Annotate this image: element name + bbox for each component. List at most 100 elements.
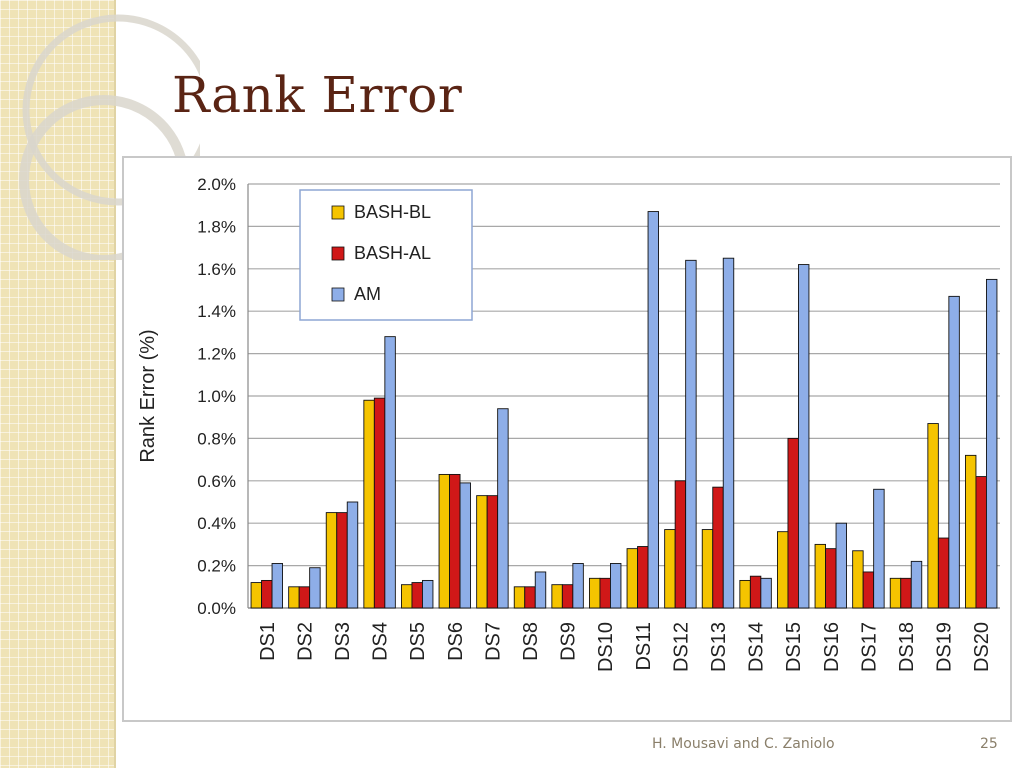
bar-am-ds20 bbox=[986, 278, 998, 609]
x-tick-label: DS7 bbox=[482, 622, 504, 661]
x-tick-label: DS9 bbox=[558, 622, 580, 661]
bar-bash-al-ds8 bbox=[524, 586, 536, 609]
bar-bash-bl-ds12 bbox=[664, 529, 676, 609]
bar-am-ds3 bbox=[346, 501, 359, 609]
bar-bash-al-ds20 bbox=[975, 476, 987, 609]
bar-bash-bl-ds13 bbox=[701, 529, 714, 609]
bar-bash-bl-ds3 bbox=[325, 512, 338, 609]
rank-error-chart: 0.0% 0.2% 0.4% 0.6% 0.8% 1.0% 1.2% 1.4% 1.6% 1.8%… bbox=[137, 175, 1000, 672]
x-tick-label: DS12 bbox=[670, 622, 692, 672]
bar-am-ds16 bbox=[835, 522, 847, 609]
bar-bash-bl-ds7 bbox=[476, 495, 488, 609]
legend-swatch-bash-al bbox=[331, 246, 345, 261]
y-tick-label: 0.4% bbox=[197, 514, 236, 533]
bar-bash-bl-ds4 bbox=[363, 399, 375, 609]
bar-bash-al-ds17 bbox=[862, 571, 875, 609]
bar-am-ds13 bbox=[722, 257, 735, 609]
bar-bash-bl-ds18 bbox=[889, 577, 902, 609]
bar-bash-al-ds9 bbox=[561, 584, 574, 609]
y-tick-label: 1.0% bbox=[197, 387, 236, 406]
bar-bash-al-ds10 bbox=[599, 577, 611, 609]
bar-am-ds17 bbox=[873, 488, 885, 609]
bar-am-ds9 bbox=[572, 563, 584, 609]
bar-bash-bl-ds2 bbox=[288, 586, 300, 609]
bar-bash-bl-ds5 bbox=[401, 584, 413, 609]
bar-bash-al-ds14 bbox=[749, 575, 762, 609]
x-tick-label: DS19 bbox=[934, 622, 956, 672]
page-number: 25 bbox=[980, 736, 998, 752]
y-axis-label: Rank Error (%) bbox=[137, 329, 159, 462]
legend-swatch-am bbox=[331, 287, 345, 302]
bar-bash-al-ds2 bbox=[298, 586, 311, 609]
side-decoration-strip bbox=[0, 0, 114, 768]
x-tick-label: DS20 bbox=[971, 622, 993, 672]
x-tick-label: DS18 bbox=[896, 622, 918, 672]
legend-box bbox=[299, 189, 473, 321]
bar-bash-bl-ds17 bbox=[852, 550, 864, 609]
bar-am-ds15 bbox=[798, 264, 810, 609]
bar-bash-al-ds19 bbox=[937, 537, 950, 609]
bar-bash-bl-ds8 bbox=[513, 586, 526, 609]
x-tick-label: DS8 bbox=[520, 622, 542, 661]
bar-bash-bl-ds9 bbox=[551, 584, 563, 609]
y-tick-label: 0.6% bbox=[197, 472, 236, 491]
y-tick-label: 0.2% bbox=[197, 557, 236, 576]
bar-am-ds10 bbox=[610, 563, 622, 609]
bar-bash-bl-ds20 bbox=[965, 454, 977, 609]
bar-bash-bl-ds16 bbox=[814, 543, 826, 609]
x-tick-label: DS6 bbox=[445, 622, 467, 661]
x-tick-label: DS16 bbox=[821, 622, 843, 672]
legend-swatch-bash-bl bbox=[331, 205, 345, 220]
bar-bash-al-ds1 bbox=[261, 579, 273, 609]
bar-am-ds7 bbox=[497, 408, 509, 609]
bar-bash-bl-ds10 bbox=[589, 577, 601, 609]
bar-am-ds14 bbox=[760, 577, 772, 609]
bar-am-ds2 bbox=[309, 567, 321, 609]
bar-bash-al-ds11 bbox=[637, 546, 649, 609]
bar-bash-al-ds4 bbox=[373, 397, 386, 609]
x-tick-label: DS5 bbox=[407, 622, 429, 661]
bar-am-ds1 bbox=[271, 563, 284, 609]
bar-bash-al-ds15 bbox=[787, 437, 799, 609]
x-tick-label: DS1 bbox=[257, 622, 279, 661]
y-tick-label: 1.4% bbox=[197, 302, 236, 321]
side-strip-edge bbox=[114, 0, 116, 768]
bar-bash-bl-ds14 bbox=[739, 579, 751, 609]
bar-bash-bl-ds1 bbox=[250, 582, 263, 609]
bar-bash-al-ds13 bbox=[712, 486, 724, 609]
y-tick-label: 1.2% bbox=[197, 345, 236, 364]
x-tick-label: DS11 bbox=[633, 622, 655, 671]
bar-bash-al-ds7 bbox=[486, 495, 499, 609]
x-tick-label: DS4 bbox=[370, 622, 392, 661]
bar-am-ds6 bbox=[459, 482, 471, 609]
bar-am-ds19 bbox=[948, 295, 960, 609]
x-tick-label: DS15 bbox=[783, 622, 805, 672]
x-tick-label: DS17 bbox=[858, 622, 880, 672]
bar-bash-al-ds18 bbox=[900, 577, 912, 609]
legend-label-bash-bl: BASH-BL bbox=[354, 202, 431, 222]
bar-bash-al-ds5 bbox=[411, 582, 423, 609]
bar-bash-al-ds3 bbox=[336, 512, 348, 609]
bar-bash-al-ds6 bbox=[449, 473, 461, 609]
x-tick-label: DS3 bbox=[332, 622, 354, 661]
bar-am-ds18 bbox=[910, 560, 923, 609]
bar-am-ds5 bbox=[422, 579, 434, 609]
bar-bash-al-ds12 bbox=[674, 480, 687, 609]
x-tick-label: DS10 bbox=[595, 622, 617, 672]
chart-frame: 0.0% 0.2% 0.4% 0.6% 0.8% 1.0% 1.2% 1.4% 1.6% 1.8%… bbox=[122, 156, 1012, 722]
y-tick-label: 1.6% bbox=[197, 260, 236, 279]
legend-label-am: AM bbox=[354, 284, 381, 304]
legend-label-bash-al: BASH-AL bbox=[354, 243, 431, 263]
bar-bash-bl-ds6 bbox=[438, 473, 450, 609]
y-tick-label: 1.8% bbox=[197, 217, 236, 236]
bar-bash-bl-ds19 bbox=[927, 423, 939, 609]
y-tick-label: 0.8% bbox=[197, 429, 236, 448]
x-tick-label: DS2 bbox=[294, 622, 316, 661]
bar-am-ds4 bbox=[384, 336, 396, 609]
bar-bash-bl-ds11 bbox=[626, 548, 638, 609]
x-tick-label: DS14 bbox=[746, 622, 768, 672]
bar-bash-al-ds16 bbox=[825, 548, 837, 609]
bar-am-ds12 bbox=[685, 259, 697, 609]
y-tick-label: 0.0% bbox=[197, 599, 236, 618]
bar-am-ds11 bbox=[647, 211, 659, 609]
